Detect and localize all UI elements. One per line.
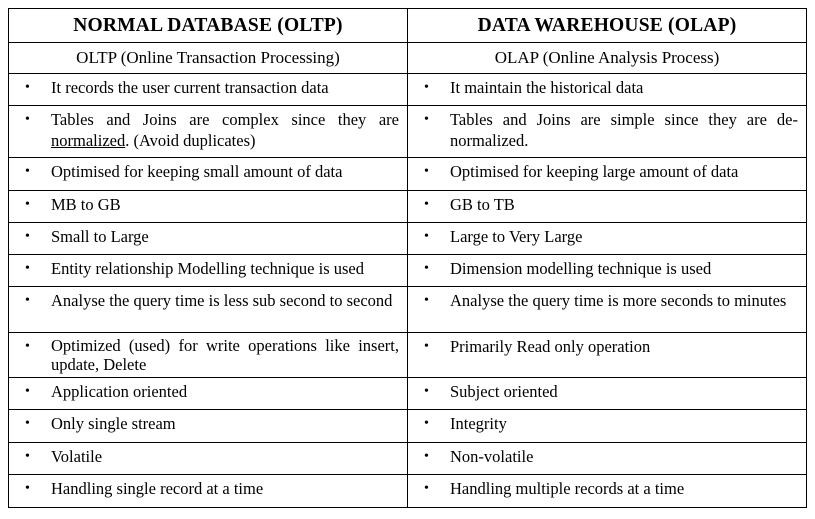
- subheader-oltp: OLTP (Online Transaction Processing): [8, 42, 408, 74]
- table-row: • Handling single record at a time • Handl…: [8, 474, 807, 508]
- olap-cell: • Non-volatile: [407, 442, 807, 475]
- cell-text: Tables and Joins are complex since they …: [51, 110, 399, 129]
- bullet-icon: •: [424, 384, 429, 399]
- olap-cell: • Tables and Joins are simple since they …: [407, 105, 807, 158]
- oltp-cell: • It records the user current transaction…: [8, 73, 408, 106]
- cell-text: It records the user current transaction …: [51, 78, 329, 97]
- oltp-cell: • Optimised for keeping small amount of d…: [8, 157, 408, 191]
- bullet-icon: •: [424, 449, 429, 464]
- olap-cell: • Dimension modelling technique is used: [407, 254, 807, 287]
- cell-text: Volatile: [51, 447, 103, 466]
- olap-cell: • Integrity: [407, 409, 807, 443]
- bullet-icon: •: [25, 293, 30, 308]
- olap-cell: • Optimised for keeping large amount of d…: [407, 157, 807, 191]
- subheader-olap: OLAP (Online Analysis Process): [407, 42, 807, 74]
- table-row: • Only single stream • Integrity: [8, 409, 807, 443]
- bullet-icon: •: [25, 112, 30, 127]
- cell-text: Primarily Read only operation: [450, 337, 651, 356]
- bullet-icon: •: [424, 164, 429, 179]
- oltp-cell: • Handling single record at a time: [8, 474, 408, 508]
- bullet-icon: •: [424, 112, 429, 127]
- oltp-cell: • Only single stream: [8, 409, 408, 443]
- oltp-cell: • Volatile: [8, 442, 408, 475]
- header-row: NORMAL DATABASE (OLTP) DATA WAREHOUSE (O…: [8, 8, 807, 43]
- cell-text: Subject oriented: [450, 382, 558, 401]
- bullet-icon: •: [25, 339, 30, 354]
- cell-text: Optimized (used) for write operations li…: [51, 336, 399, 374]
- comparison-table: NORMAL DATABASE (OLTP) DATA WAREHOUSE (O…: [8, 8, 807, 508]
- table-row: • Tables and Joins are complex since they…: [8, 105, 807, 158]
- cell-text: Optimised for keeping small amount of da…: [51, 162, 343, 181]
- bullet-icon: •: [25, 416, 30, 431]
- bullet-icon: •: [424, 229, 429, 244]
- cell-text: Large to Very Large: [450, 227, 583, 246]
- olap-cell: • Handling multiple records at a time: [407, 474, 807, 508]
- cell-text: Small to Large: [51, 227, 149, 246]
- underlined-term: normalized: [51, 131, 126, 150]
- bullet-icon: •: [25, 164, 30, 179]
- bullet-icon: •: [25, 261, 30, 276]
- bullet-icon: •: [25, 229, 30, 244]
- olap-cell: • Subject oriented: [407, 377, 807, 410]
- oltp-cell: • Optimized (used) for write operations l…: [8, 332, 408, 378]
- olap-cell: • Large to Very Large: [407, 222, 807, 255]
- cell-text: Analyse the query time is more seconds t…: [450, 291, 787, 310]
- oltp-cell: • MB to GB: [8, 190, 408, 223]
- cell-text: Only single stream: [51, 414, 176, 433]
- table-row: • Small to Large • Large to Very Large: [8, 222, 807, 255]
- oltp-cell: • Entity relationship Modelling technique…: [8, 254, 408, 287]
- bullet-icon: •: [25, 481, 30, 496]
- cell-text: Analyse the query time is less sub secon…: [51, 291, 393, 310]
- table-row: • Analyse the query time is less sub seco…: [8, 286, 807, 333]
- table-row: • Entity relationship Modelling technique…: [8, 254, 807, 287]
- olap-cell: • It maintain the historical data: [407, 73, 807, 106]
- bullet-icon: •: [424, 416, 429, 431]
- oltp-cell: • Analyse the query time is less sub seco…: [8, 286, 408, 333]
- bullet-icon: •: [424, 481, 429, 496]
- bullet-icon: •: [424, 339, 429, 354]
- subheader-row: OLTP (Online Transaction Processing) OLA…: [8, 42, 807, 74]
- bullet-icon: •: [424, 197, 429, 212]
- cell-text: GB to TB: [450, 195, 515, 214]
- cell-text: Handling multiple records at a time: [450, 479, 685, 498]
- bullet-icon: •: [25, 384, 30, 399]
- cell-text: Handling single record at a time: [51, 479, 264, 498]
- table-row: • MB to GB • GB to TB: [8, 190, 807, 223]
- table-row: • Optimized (used) for write operations l…: [8, 332, 807, 378]
- table-row: • Application oriented • Subject oriented: [8, 377, 807, 410]
- bullet-icon: •: [25, 197, 30, 212]
- cell-text: Tables and Joins are simple since they a…: [450, 110, 798, 150]
- table-row: • Optimised for keeping small amount of d…: [8, 157, 807, 191]
- cell-text: Optimised for keeping large amount of da…: [450, 162, 739, 181]
- header-oltp: NORMAL DATABASE (OLTP): [8, 8, 408, 43]
- olap-cell: • GB to TB: [407, 190, 807, 223]
- header-olap: DATA WAREHOUSE (OLAP): [407, 8, 807, 43]
- olap-cell: • Primarily Read only operation: [407, 332, 807, 378]
- oltp-cell: • Application oriented: [8, 377, 408, 410]
- cell-text: Application oriented: [51, 382, 188, 401]
- cell-text: It maintain the historical data: [450, 78, 644, 97]
- bullet-icon: •: [424, 80, 429, 95]
- bullet-icon: •: [25, 80, 30, 95]
- oltp-cell: • Tables and Joins are complex since they…: [8, 105, 408, 158]
- bullet-icon: •: [424, 261, 429, 276]
- table-row: • Volatile • Non-volatile: [8, 442, 807, 475]
- cell-text: Entity relationship Modelling technique …: [51, 259, 364, 278]
- table-row: • It records the user current transaction…: [8, 73, 807, 106]
- oltp-cell: • Small to Large: [8, 222, 408, 255]
- bullet-icon: •: [424, 293, 429, 308]
- olap-cell: • Analyse the query time is more seconds …: [407, 286, 807, 333]
- cell-text: MB to GB: [51, 195, 121, 214]
- cell-text: Non-volatile: [450, 447, 534, 466]
- bullet-icon: •: [25, 449, 30, 464]
- cell-text: Integrity: [450, 414, 507, 433]
- cell-text: . (Avoid duplicates): [125, 131, 256, 150]
- cell-text: Dimension modelling technique is used: [450, 259, 712, 278]
